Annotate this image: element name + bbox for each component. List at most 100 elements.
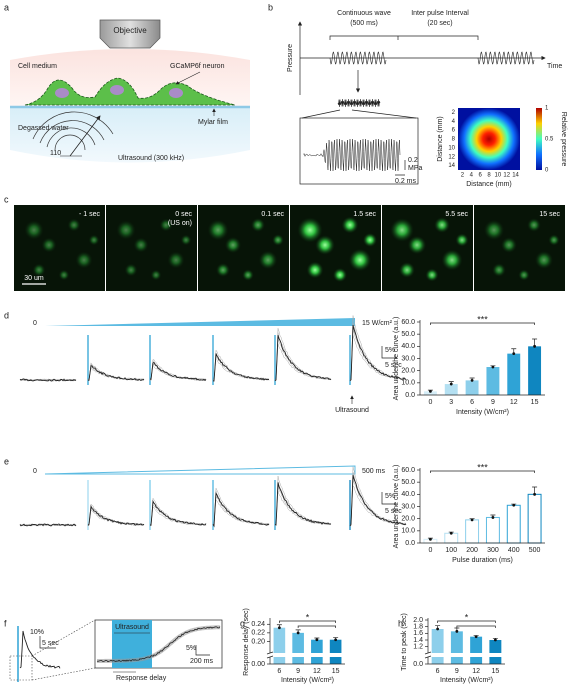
cell (242, 269, 254, 281)
cell (534, 250, 554, 270)
significance-bracket (297, 625, 336, 628)
y-axis-label: Response delay (sec) (243, 608, 250, 676)
axis-break-mark (424, 651, 432, 659)
x-tick-label: 6 (436, 668, 440, 675)
scale-bar (381, 346, 397, 359)
bar (444, 532, 459, 544)
panel-label: g (240, 618, 245, 628)
cell (297, 217, 323, 243)
mean-dot (455, 629, 459, 633)
trace (87, 504, 145, 526)
x-tick-label: 200 (466, 547, 478, 554)
x-axis-label: Pulse duration (ms) (452, 557, 513, 564)
bar (444, 384, 458, 395)
cell (58, 269, 70, 281)
tick-label: 1 (545, 106, 549, 112)
scale-bar (395, 160, 406, 176)
label: 10% (30, 629, 44, 636)
cell (399, 262, 415, 278)
label: Degassed water (18, 125, 69, 132)
nucleus (169, 88, 183, 98)
cell (425, 268, 439, 282)
y-axis-label: Area under the curve (a.u.) (393, 465, 400, 549)
cell (251, 218, 265, 232)
bar (292, 632, 304, 664)
y-tick-label: 1.8 (413, 624, 423, 631)
cell (258, 250, 278, 270)
mean-dot (429, 389, 432, 393)
trace (274, 335, 332, 382)
trace (149, 361, 207, 382)
zoom-box (94, 619, 223, 669)
mean-dot (474, 635, 478, 639)
timepoint: 15 sec (539, 211, 560, 218)
y-tick-label: 1.6 (413, 630, 423, 637)
axis (419, 320, 545, 396)
cell (306, 261, 324, 279)
mean-dot (334, 638, 338, 642)
y-tick-label: 40.0 (401, 343, 415, 350)
y-tick-label: 0.00 (251, 661, 265, 668)
trace (149, 499, 207, 526)
panel-label: c (4, 194, 9, 204)
x-tick-label: 9 (455, 668, 459, 675)
bar (273, 627, 286, 664)
trace (149, 506, 207, 527)
label: Ultrasound (300 kHz) (118, 155, 184, 162)
bar (450, 631, 463, 664)
mean-dot (296, 631, 300, 635)
label: (500 ms) (350, 20, 378, 27)
bar (527, 493, 542, 544)
zoom-lines (31, 619, 96, 681)
x-tick-label: 0 (428, 547, 432, 554)
mean-dot (493, 638, 497, 642)
cell (32, 263, 46, 277)
x-tick-label: 12 (472, 668, 480, 675)
nucleus (110, 85, 124, 95)
scale-bar (39, 636, 56, 649)
scale-bar (381, 492, 397, 505)
label: 500 ms (362, 468, 385, 475)
trace (212, 492, 270, 528)
cell (390, 218, 414, 242)
x-tick-label: 100 (445, 547, 457, 554)
tick-label: 8 (452, 137, 456, 143)
trace (96, 626, 221, 663)
cell (407, 235, 427, 255)
cell (133, 237, 149, 253)
tick-label: 4 (452, 119, 456, 125)
x-tick-label: 9 (296, 668, 300, 675)
mean-dot (512, 352, 516, 356)
label: Cell medium (18, 63, 57, 70)
y-tick-label: 10.0 (401, 380, 415, 387)
panel-label: f (4, 618, 7, 628)
mean-dot (449, 382, 453, 386)
trace (274, 332, 332, 382)
bar (465, 519, 480, 544)
label: Pressure (287, 44, 294, 72)
mean-dot (470, 379, 474, 382)
label: Response delay (116, 675, 167, 682)
x-tick-label: 400 (508, 547, 520, 554)
x-axis-label: Intensity (W/cm²) (440, 677, 493, 684)
label: 0 (33, 468, 37, 475)
trace (88, 364, 145, 382)
label: 5% (385, 347, 395, 354)
axis-break (266, 653, 347, 657)
label: 200 ms (190, 658, 213, 665)
significance: *** (477, 462, 488, 472)
label: Objective (113, 26, 147, 35)
mean-dot (449, 531, 453, 535)
y-tick-label: 0.0 (405, 392, 415, 399)
significance: * (465, 612, 469, 622)
bar (311, 639, 323, 664)
mean-dot (315, 638, 319, 642)
cell (455, 233, 469, 247)
label: 0 (33, 320, 37, 327)
tick-label: 2 (461, 173, 465, 179)
cell (492, 263, 506, 277)
mean-dot (491, 365, 495, 369)
label: 5 sec (42, 640, 59, 647)
x-tick-label: 12 (313, 668, 321, 675)
